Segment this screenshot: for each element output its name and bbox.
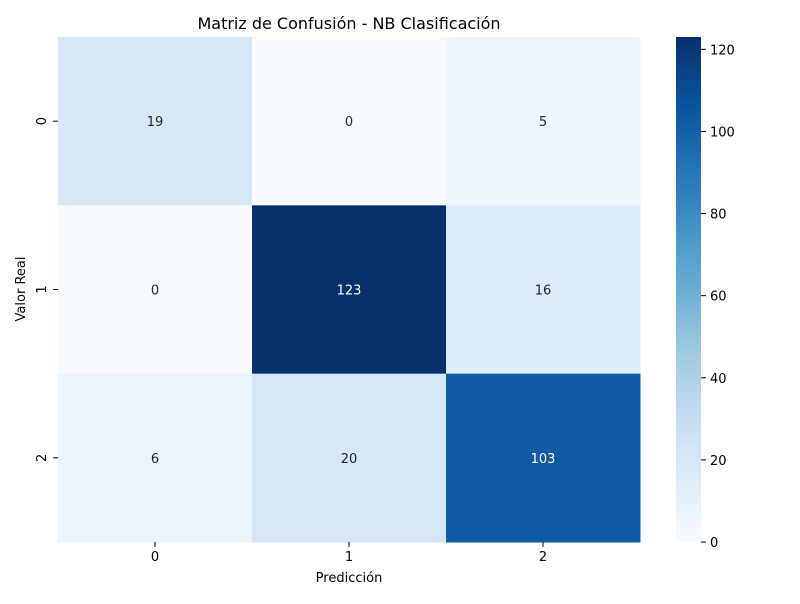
heatmap-cell-2-2 [446,373,641,543]
heatmap-cell-0-0 [58,37,253,206]
colorbar-tick-label-5: 100 [710,125,735,140]
cell-annotation-1-2: 16 [535,284,552,299]
colorbar-tick-label-1: 20 [710,454,727,469]
colorbar-tick-label-3: 60 [710,290,727,305]
cell-annotation-2-1: 20 [341,452,358,467]
y-axis-label: Valor Real [14,257,29,322]
heatmap-cell-2-0 [58,373,253,543]
cell-annotation-0-1: 0 [345,115,353,130]
colorbar-tick-label-4: 80 [710,208,727,223]
heatmap-cells [58,37,641,543]
y-tick-label-2: 2 [35,454,50,462]
y-tick-label-1: 1 [35,285,50,293]
heatmap-cell-2-1 [252,373,447,543]
heatmap-annotations: 19 0 5 0 123 16 6 20 103 [147,115,556,467]
x-axis-label: Predicción [316,571,383,586]
heatmap-cell-0-1 [252,37,447,206]
cell-annotation-0-2: 5 [539,115,547,130]
colorbar-tick-label-0: 0 [710,536,718,551]
y-axis-ticks: 0 1 2 [35,117,58,462]
colorbar: 0 20 40 60 80 100 120 [676,37,735,551]
y-tick-label-0: 0 [35,117,50,125]
x-axis-ticks: 0 1 2 [151,542,547,565]
colorbar-tick-label-2: 40 [710,372,727,387]
heatmap-cell-1-0 [58,205,253,375]
colorbar-gradient [676,37,701,542]
heatmap-cell-0-2 [446,37,641,206]
x-tick-label-2: 2 [539,550,547,565]
cell-annotation-1-1: 123 [337,284,362,299]
heatmap-cell-1-2 [446,205,641,375]
heatmap-cell-1-1 [252,205,447,375]
colorbar-tick-label-6: 120 [710,43,735,58]
x-tick-label-1: 1 [345,550,353,565]
cell-annotation-0-0: 19 [147,115,164,130]
x-tick-label-0: 0 [151,550,159,565]
chart-title: Matriz de Confusión - NB Clasificación [197,14,500,33]
cell-annotation-2-2: 103 [531,452,556,467]
cell-annotation-2-0: 6 [151,452,159,467]
cell-annotation-1-0: 0 [151,284,159,299]
